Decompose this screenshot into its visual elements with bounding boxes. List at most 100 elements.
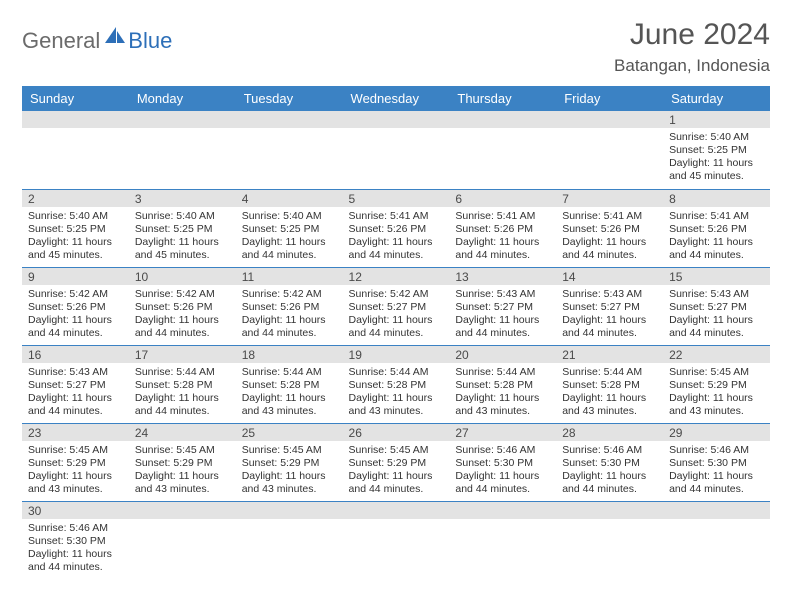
day-number: 15 bbox=[663, 268, 770, 285]
day-body: Sunrise: 5:40 AMSunset: 5:25 PMDaylight:… bbox=[22, 207, 129, 267]
sunrise-line: Sunrise: 5:44 AM bbox=[135, 366, 230, 379]
sunrise-line: Sunrise: 5:44 AM bbox=[562, 366, 657, 379]
day-number: 13 bbox=[449, 268, 556, 285]
daylight-line: Daylight: 11 hours and 43 minutes. bbox=[455, 392, 550, 418]
day-number bbox=[236, 111, 343, 128]
sunset-line: Sunset: 5:27 PM bbox=[455, 301, 550, 314]
daylight-line: Daylight: 11 hours and 44 minutes. bbox=[349, 314, 444, 340]
calendar-day-cell: 6Sunrise: 5:41 AMSunset: 5:26 PMDaylight… bbox=[449, 189, 556, 267]
weekday-header: Sunday bbox=[22, 86, 129, 111]
day-body: Sunrise: 5:42 AMSunset: 5:26 PMDaylight:… bbox=[236, 285, 343, 345]
sunset-line: Sunset: 5:27 PM bbox=[349, 301, 444, 314]
sunrise-line: Sunrise: 5:43 AM bbox=[28, 366, 123, 379]
daylight-line: Daylight: 11 hours and 44 minutes. bbox=[562, 470, 657, 496]
sunset-line: Sunset: 5:25 PM bbox=[28, 223, 123, 236]
weekday-header: Wednesday bbox=[343, 86, 450, 111]
sunset-line: Sunset: 5:25 PM bbox=[242, 223, 337, 236]
brand-logo: General Blue bbox=[22, 26, 172, 55]
sunset-line: Sunset: 5:28 PM bbox=[135, 379, 230, 392]
day-body: Sunrise: 5:44 AMSunset: 5:28 PMDaylight:… bbox=[449, 363, 556, 423]
sunrise-line: Sunrise: 5:40 AM bbox=[135, 210, 230, 223]
day-body: Sunrise: 5:45 AMSunset: 5:29 PMDaylight:… bbox=[343, 441, 450, 501]
day-number: 17 bbox=[129, 346, 236, 363]
day-number bbox=[449, 111, 556, 128]
sunrise-line: Sunrise: 5:41 AM bbox=[562, 210, 657, 223]
sunset-line: Sunset: 5:26 PM bbox=[562, 223, 657, 236]
calendar-table: Sunday Monday Tuesday Wednesday Thursday… bbox=[22, 86, 770, 579]
day-number: 26 bbox=[343, 424, 450, 441]
sunset-line: Sunset: 5:30 PM bbox=[28, 535, 123, 548]
brand-part1: General bbox=[22, 28, 100, 54]
day-body: Sunrise: 5:41 AMSunset: 5:26 PMDaylight:… bbox=[663, 207, 770, 267]
sunrise-line: Sunrise: 5:45 AM bbox=[135, 444, 230, 457]
calendar-day-cell: 14Sunrise: 5:43 AMSunset: 5:27 PMDayligh… bbox=[556, 267, 663, 345]
daylight-line: Daylight: 11 hours and 45 minutes. bbox=[135, 236, 230, 262]
calendar-day-cell: 12Sunrise: 5:42 AMSunset: 5:27 PMDayligh… bbox=[343, 267, 450, 345]
day-body: Sunrise: 5:42 AMSunset: 5:27 PMDaylight:… bbox=[343, 285, 450, 345]
calendar-day-cell bbox=[129, 111, 236, 189]
calendar-week-row: 9Sunrise: 5:42 AMSunset: 5:26 PMDaylight… bbox=[22, 267, 770, 345]
calendar-week-row: 30Sunrise: 5:46 AMSunset: 5:30 PMDayligh… bbox=[22, 501, 770, 579]
day-body: Sunrise: 5:44 AMSunset: 5:28 PMDaylight:… bbox=[556, 363, 663, 423]
day-number bbox=[236, 502, 343, 519]
daylight-line: Daylight: 11 hours and 44 minutes. bbox=[562, 236, 657, 262]
daylight-line: Daylight: 11 hours and 44 minutes. bbox=[28, 314, 123, 340]
calendar-day-cell: 13Sunrise: 5:43 AMSunset: 5:27 PMDayligh… bbox=[449, 267, 556, 345]
sunrise-line: Sunrise: 5:40 AM bbox=[242, 210, 337, 223]
day-number bbox=[22, 111, 129, 128]
calendar-week-row: 1Sunrise: 5:40 AMSunset: 5:25 PMDaylight… bbox=[22, 111, 770, 189]
daylight-line: Daylight: 11 hours and 43 minutes. bbox=[349, 392, 444, 418]
calendar-day-cell: 8Sunrise: 5:41 AMSunset: 5:26 PMDaylight… bbox=[663, 189, 770, 267]
day-body: Sunrise: 5:44 AMSunset: 5:28 PMDaylight:… bbox=[236, 363, 343, 423]
calendar-day-cell bbox=[556, 501, 663, 579]
day-number: 27 bbox=[449, 424, 556, 441]
sunrise-line: Sunrise: 5:44 AM bbox=[455, 366, 550, 379]
daylight-line: Daylight: 11 hours and 44 minutes. bbox=[669, 314, 764, 340]
day-body: Sunrise: 5:46 AMSunset: 5:30 PMDaylight:… bbox=[22, 519, 129, 579]
calendar-day-cell: 24Sunrise: 5:45 AMSunset: 5:29 PMDayligh… bbox=[129, 423, 236, 501]
calendar-day-cell: 1Sunrise: 5:40 AMSunset: 5:25 PMDaylight… bbox=[663, 111, 770, 189]
calendar-day-cell: 26Sunrise: 5:45 AMSunset: 5:29 PMDayligh… bbox=[343, 423, 450, 501]
day-number bbox=[129, 111, 236, 128]
day-number: 28 bbox=[556, 424, 663, 441]
day-number: 20 bbox=[449, 346, 556, 363]
day-body: Sunrise: 5:44 AMSunset: 5:28 PMDaylight:… bbox=[129, 363, 236, 423]
sunset-line: Sunset: 5:28 PM bbox=[562, 379, 657, 392]
day-body: Sunrise: 5:42 AMSunset: 5:26 PMDaylight:… bbox=[129, 285, 236, 345]
day-number: 8 bbox=[663, 190, 770, 207]
daylight-line: Daylight: 11 hours and 43 minutes. bbox=[242, 470, 337, 496]
sunrise-line: Sunrise: 5:41 AM bbox=[669, 210, 764, 223]
weekday-header-row: Sunday Monday Tuesday Wednesday Thursday… bbox=[22, 86, 770, 111]
sunset-line: Sunset: 5:29 PM bbox=[669, 379, 764, 392]
sunset-line: Sunset: 5:30 PM bbox=[562, 457, 657, 470]
sunrise-line: Sunrise: 5:45 AM bbox=[349, 444, 444, 457]
calendar-day-cell: 15Sunrise: 5:43 AMSunset: 5:27 PMDayligh… bbox=[663, 267, 770, 345]
day-number: 21 bbox=[556, 346, 663, 363]
daylight-line: Daylight: 11 hours and 44 minutes. bbox=[28, 392, 123, 418]
day-number bbox=[449, 502, 556, 519]
weekday-header: Monday bbox=[129, 86, 236, 111]
calendar-week-row: 2Sunrise: 5:40 AMSunset: 5:25 PMDaylight… bbox=[22, 189, 770, 267]
calendar-day-cell: 17Sunrise: 5:44 AMSunset: 5:28 PMDayligh… bbox=[129, 345, 236, 423]
title-block: June 2024 Batangan, Indonesia bbox=[614, 18, 770, 76]
weekday-header: Saturday bbox=[663, 86, 770, 111]
sunrise-line: Sunrise: 5:41 AM bbox=[349, 210, 444, 223]
sunset-line: Sunset: 5:30 PM bbox=[669, 457, 764, 470]
calendar-day-cell: 20Sunrise: 5:44 AMSunset: 5:28 PMDayligh… bbox=[449, 345, 556, 423]
daylight-line: Daylight: 11 hours and 44 minutes. bbox=[135, 314, 230, 340]
sunrise-line: Sunrise: 5:45 AM bbox=[669, 366, 764, 379]
day-number: 5 bbox=[343, 190, 450, 207]
calendar-day-cell: 4Sunrise: 5:40 AMSunset: 5:25 PMDaylight… bbox=[236, 189, 343, 267]
daylight-line: Daylight: 11 hours and 44 minutes. bbox=[455, 470, 550, 496]
day-number: 12 bbox=[343, 268, 450, 285]
calendar-day-cell: 23Sunrise: 5:45 AMSunset: 5:29 PMDayligh… bbox=[22, 423, 129, 501]
day-body: Sunrise: 5:43 AMSunset: 5:27 PMDaylight:… bbox=[556, 285, 663, 345]
day-number: 19 bbox=[343, 346, 450, 363]
sunset-line: Sunset: 5:26 PM bbox=[669, 223, 764, 236]
daylight-line: Daylight: 11 hours and 44 minutes. bbox=[455, 236, 550, 262]
daylight-line: Daylight: 11 hours and 44 minutes. bbox=[562, 314, 657, 340]
calendar-day-cell bbox=[236, 111, 343, 189]
calendar-week-row: 23Sunrise: 5:45 AMSunset: 5:29 PMDayligh… bbox=[22, 423, 770, 501]
day-number: 3 bbox=[129, 190, 236, 207]
sunrise-line: Sunrise: 5:46 AM bbox=[669, 444, 764, 457]
